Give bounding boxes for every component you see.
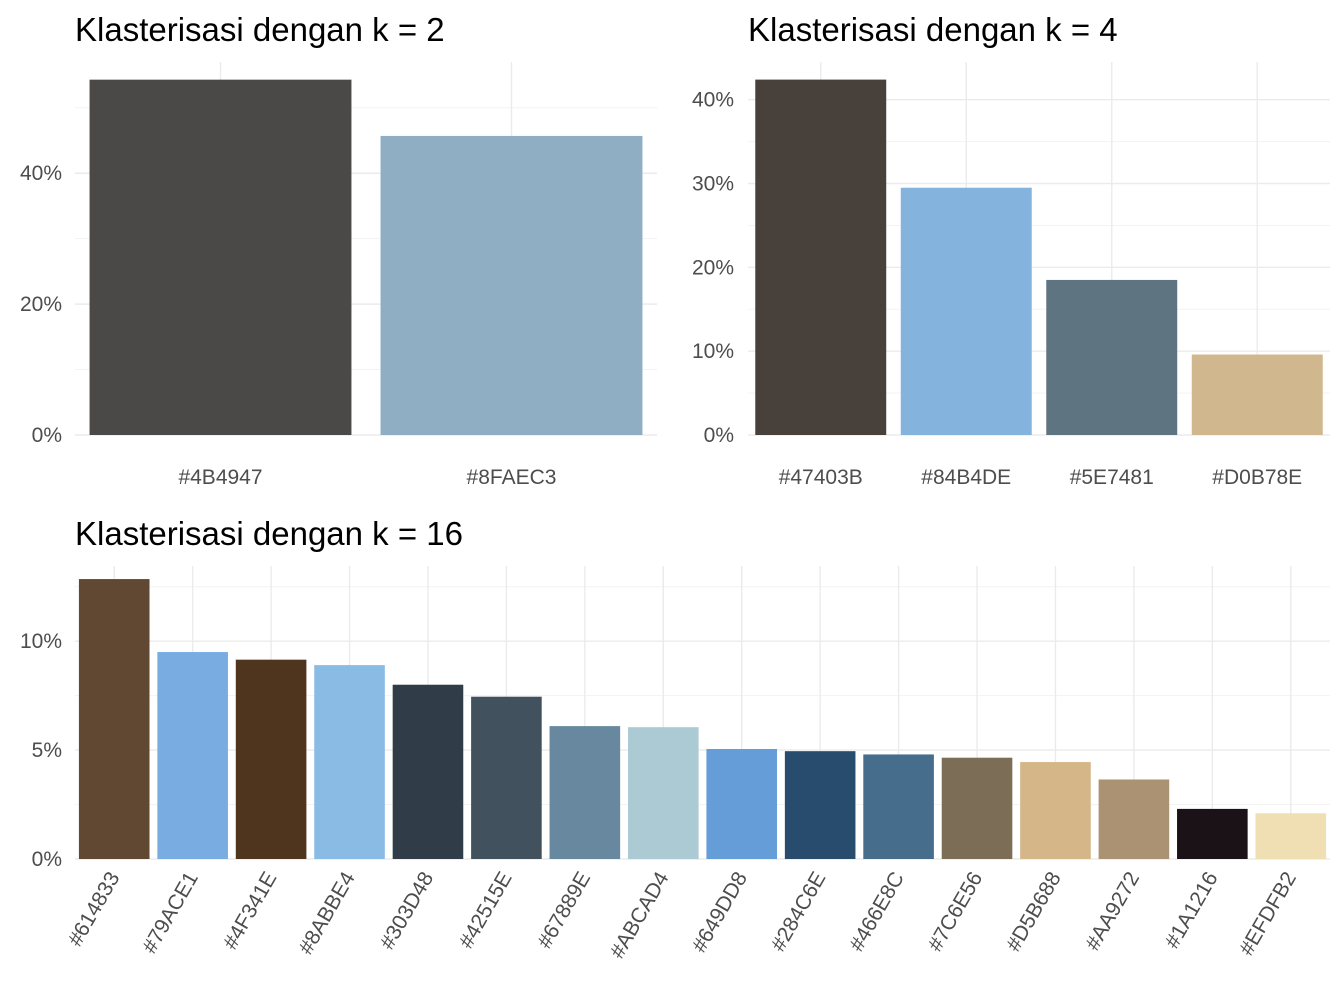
- y-tick-label: 20%: [20, 293, 62, 316]
- bar: [941, 757, 1013, 859]
- bar: [1020, 762, 1091, 859]
- x-tick-label: #5E7481: [1070, 466, 1154, 489]
- bar: [706, 748, 778, 859]
- bar: [755, 79, 887, 436]
- x-tick-label: #67889E: [533, 868, 595, 952]
- bar: [78, 579, 150, 859]
- x-tick-label: #79ACE1: [138, 868, 203, 957]
- y-tick-label: 0%: [32, 848, 62, 871]
- bar: [380, 135, 643, 435]
- x-tick-label: #303D48: [376, 868, 439, 953]
- x-tick-label: #D5B688: [1002, 868, 1066, 955]
- x-tick-label: #614833: [64, 868, 125, 950]
- y-tick-label: 0%: [704, 424, 734, 447]
- x-tick-label: #466E8C: [845, 868, 909, 955]
- bar: [235, 659, 307, 859]
- bar: [1046, 279, 1178, 435]
- x-tick-label: #84B4DE: [921, 466, 1011, 489]
- bar: [1255, 813, 1327, 859]
- y-tick-label: 0%: [32, 424, 62, 447]
- chart-panel-3: Klasterisasi dengan k = 16 0% 5% 10% #614833…: [20, 515, 1330, 962]
- bar: [1098, 779, 1170, 859]
- x-tick-label: #1A1216: [1161, 868, 1223, 952]
- y-tick-label: 10%: [692, 340, 734, 363]
- bar: [157, 652, 228, 859]
- x-tick-label: #7C6E56: [924, 868, 988, 955]
- chart-title: Klasterisasi dengan k = 16: [75, 515, 463, 552]
- y-tick-label: 10%: [20, 630, 62, 653]
- x-tick-label: #284C6E: [767, 868, 831, 955]
- x-tick-label: #4B4947: [178, 466, 262, 489]
- x-tick-label: #8FAEC3: [467, 466, 557, 489]
- bar: [549, 726, 621, 859]
- y-tick-label: 5%: [32, 739, 62, 762]
- x-tick-label: #ABCAD4: [606, 868, 674, 963]
- x-tick-label: #4F341E: [219, 868, 282, 953]
- chart-panel-2: Klasterisasi dengan k = 4 0% 10% 20% 30% 40% #…: [692, 11, 1330, 489]
- bar: [89, 79, 352, 435]
- y-tick-label: 40%: [692, 89, 734, 112]
- bar: [900, 187, 1032, 435]
- y-tick-label: 40%: [20, 162, 62, 185]
- x-tick-label: #42515E: [455, 868, 517, 952]
- y-tick-label: 30%: [692, 173, 734, 196]
- x-tick-label: #AA9272: [1081, 868, 1144, 954]
- chart-panel-1: Klasterisasi dengan k = 2 0% 20% 40% #4B4947…: [20, 11, 657, 489]
- bar: [784, 751, 856, 859]
- bar: [1177, 808, 1248, 859]
- chart-title: Klasterisasi dengan k = 2: [75, 11, 445, 48]
- bar: [471, 696, 542, 859]
- chart-title: Klasterisasi dengan k = 4: [748, 11, 1118, 48]
- x-tick-label: #8ABBE4: [294, 868, 360, 959]
- bar: [314, 665, 385, 859]
- x-tick-label: #EFDFB2: [1235, 868, 1301, 959]
- x-tick-label: #47403B: [779, 466, 863, 489]
- x-tick-label: #D0B78E: [1212, 466, 1302, 489]
- bar: [863, 754, 934, 859]
- bar: [627, 727, 699, 859]
- bar: [392, 684, 464, 859]
- y-tick-label: 20%: [692, 256, 734, 279]
- x-tick-label: #649DD8: [688, 868, 752, 956]
- bar: [1191, 354, 1323, 435]
